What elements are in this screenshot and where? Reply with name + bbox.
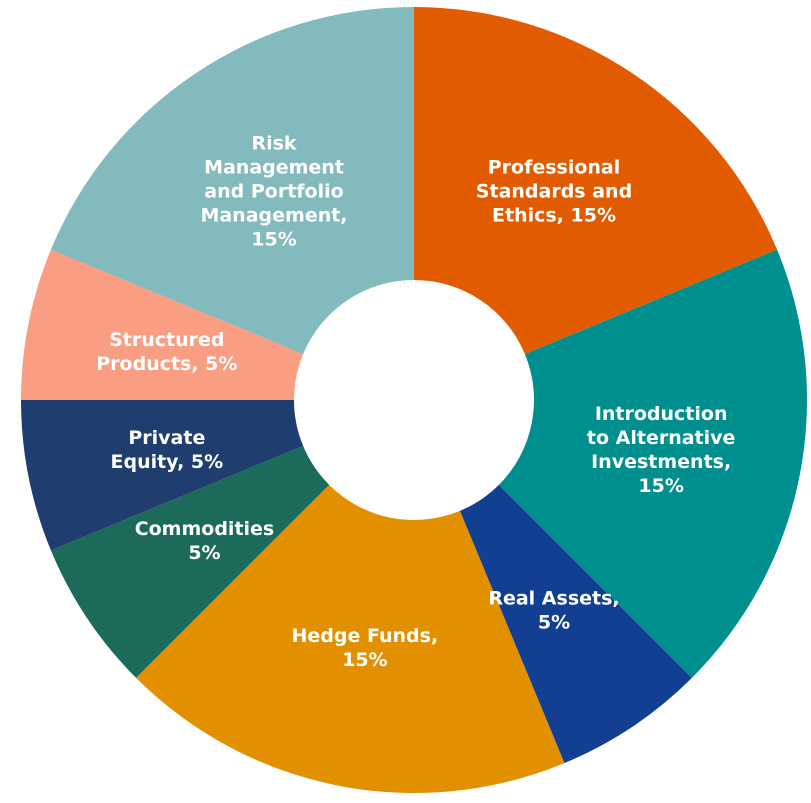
- slice: [414, 7, 778, 355]
- label-line: Private: [128, 427, 205, 449]
- label-line: 15%: [638, 475, 683, 497]
- slice: [136, 484, 565, 793]
- slice-label: Hedge Funds, 15%: [291, 625, 438, 671]
- slice: [21, 249, 304, 400]
- label-line: Real Assets,: [488, 588, 619, 610]
- slice: [459, 484, 692, 764]
- slice-label: Structured Products, 5%: [96, 329, 237, 375]
- label-line: Commodities: [135, 518, 275, 540]
- slice: [498, 249, 807, 678]
- label-line: 15%: [251, 228, 296, 250]
- label-line: Introduction: [595, 403, 728, 425]
- label-line: Ethics, 15%: [492, 204, 616, 226]
- label-line: 5%: [538, 612, 570, 634]
- label-line: to Alternative: [587, 427, 736, 449]
- label-line: Structured: [109, 329, 224, 351]
- label-line: Risk: [251, 132, 296, 154]
- slice: [21, 400, 304, 551]
- label-line: 15%: [342, 649, 387, 671]
- label-line: Management,: [200, 204, 347, 226]
- label-line: and Portfolio: [204, 180, 343, 202]
- slice-label: Professional Standards and Ethics, 15%: [476, 156, 632, 226]
- slice: [50, 445, 330, 678]
- label-line: 5%: [188, 542, 220, 564]
- slice-label: Commodities 5%: [135, 518, 275, 564]
- label-line: Equity, 5%: [110, 451, 223, 473]
- slice: [50, 7, 414, 355]
- slice-label: Introduction to Alternative Investments, 15…: [587, 403, 736, 497]
- slice-label: Risk Management and Portfolio Management, 15…: [200, 132, 347, 250]
- label-line: Standards and: [476, 180, 632, 202]
- label-line: Professional: [488, 156, 621, 178]
- label-line: Management: [204, 156, 344, 178]
- label-line: Products, 5%: [96, 353, 237, 375]
- label-line: Investments,: [591, 451, 731, 473]
- slice-label: Private Equity, 5%: [110, 427, 223, 473]
- slice-label: Real Assets, 5%: [488, 588, 619, 634]
- label-line: Hedge Funds,: [291, 625, 438, 647]
